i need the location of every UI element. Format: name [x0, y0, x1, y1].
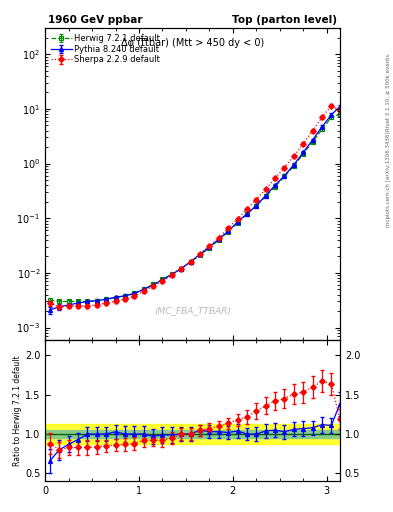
Text: mcplots.cern.ch [arXiv:1306.3436]: mcplots.cern.ch [arXiv:1306.3436]	[386, 132, 391, 227]
Y-axis label: Ratio to Herwig 7.2.1 default: Ratio to Herwig 7.2.1 default	[13, 355, 22, 466]
Text: Δφ (t̅tbar) (Mtt > 450 dy < 0): Δφ (t̅tbar) (Mtt > 450 dy < 0)	[121, 37, 264, 48]
Text: Top (parton level): Top (parton level)	[232, 15, 337, 25]
Text: Rivet 3.1.10, ≥ 500k events: Rivet 3.1.10, ≥ 500k events	[386, 54, 391, 131]
Bar	[45, 430, 340, 438]
Text: (MC_FBA_TTBAR): (MC_FBA_TTBAR)	[154, 306, 231, 315]
Bar	[45, 424, 340, 444]
Text: 1960 GeV ppbar: 1960 GeV ppbar	[48, 15, 143, 25]
Legend: Herwig 7.2.1 default, Pythia 8.240 default, Sherpa 2.2.9 default: Herwig 7.2.1 default, Pythia 8.240 defau…	[50, 32, 162, 66]
